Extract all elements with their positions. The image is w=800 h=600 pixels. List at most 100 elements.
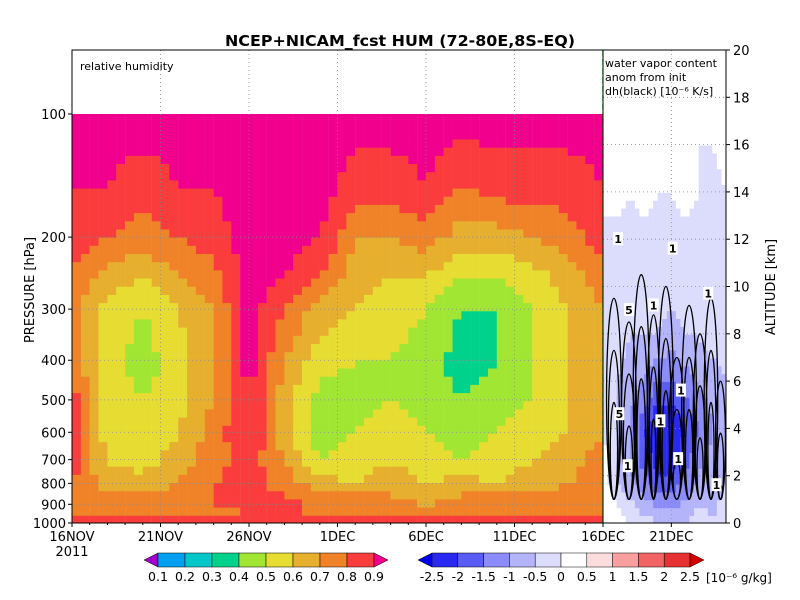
rh-cell: [426, 179, 436, 189]
wv-cell: [662, 89, 667, 99]
wv-cell: [657, 278, 663, 288]
wv-cell: [616, 349, 622, 359]
rh-cell: [89, 212, 99, 222]
rh-cell: [213, 269, 223, 279]
rh-cell: [532, 130, 542, 140]
wv-cell: [662, 160, 667, 170]
rh-cell: [72, 122, 82, 132]
rh-cell: [80, 293, 90, 304]
rh-cell: [558, 424, 568, 434]
wv-cell: [675, 436, 681, 446]
wv-cell: [680, 499, 686, 509]
rh-cell: [523, 285, 533, 295]
wv-cell: [707, 97, 713, 107]
rh-cell: [337, 220, 347, 230]
rh-cell: [151, 449, 161, 459]
rh-cell: [532, 482, 542, 492]
rh-cell: [257, 138, 267, 148]
wv-cell: [716, 459, 722, 469]
rh-cell: [576, 228, 586, 238]
wv-cell: [671, 302, 677, 312]
rh-cell: [426, 441, 436, 451]
wv-cell: [694, 97, 699, 107]
rh-cell: [346, 400, 356, 410]
wv-cell: [639, 73, 645, 83]
wv-cell: [698, 373, 704, 383]
dh-contours: [605, 274, 727, 501]
rh-cell: [89, 113, 99, 124]
wv-cell: [644, 412, 649, 422]
rh-cell: [275, 408, 285, 418]
rh-cell: [80, 383, 90, 394]
rh-cell: [116, 416, 126, 426]
rh-cell: [231, 122, 241, 132]
rh-cell: [443, 424, 453, 434]
rh-cell: [151, 351, 161, 361]
rh-cell: [470, 236, 480, 246]
rh-cell: [496, 465, 506, 475]
wv-cell: [698, 310, 704, 319]
wv-cell: [639, 223, 645, 233]
rh-cell: [355, 203, 365, 214]
wv-cell: [675, 302, 681, 312]
rh-cell: [514, 424, 524, 434]
rh-colorbar: 0.1 0.2 0.3 0.4 0.5 0.6 0.7 0.8 0.9: [143, 552, 389, 584]
rh-cell: [310, 375, 320, 385]
rh-cell: [302, 424, 312, 434]
rh-cell: [505, 195, 515, 205]
rh-cell: [514, 343, 524, 353]
wv-cell: [721, 89, 726, 99]
rh-cell: [169, 212, 179, 222]
rh-cell: [213, 375, 223, 385]
wv-cell: [603, 105, 608, 115]
rh-cell: [284, 359, 294, 369]
rh-cell: [89, 236, 99, 246]
rh-cell: [195, 498, 205, 508]
rh-cell: [532, 400, 542, 410]
rh-cell: [80, 195, 90, 205]
rh-cell: [142, 122, 152, 132]
wv-cell: [603, 483, 608, 493]
wv-cell: [644, 215, 649, 225]
rh-cell: [142, 253, 152, 263]
wv-cell: [671, 136, 677, 146]
wv-cell: [603, 144, 608, 154]
rh-cell: [187, 277, 197, 287]
rh-cell: [452, 506, 462, 516]
wv-cell: [603, 97, 608, 107]
rh-cell: [151, 375, 161, 385]
wv-cell: [648, 50, 654, 59]
rh-cell: [204, 261, 214, 271]
wv-cell: [721, 365, 726, 375]
wv-cell: [680, 294, 686, 304]
rh-cell: [187, 203, 197, 214]
rh-cell: [222, 212, 232, 222]
contour-label-box: [622, 459, 633, 473]
rh-cell: [505, 163, 515, 173]
wv-cell: [639, 207, 645, 217]
rh-cell: [249, 187, 259, 197]
rh-cell: [133, 122, 143, 132]
wv-cell: [639, 302, 645, 312]
rh-cell: [293, 392, 303, 402]
rh-cell: [133, 163, 143, 173]
rh-cell: [187, 293, 197, 304]
rh-cell: [213, 113, 223, 124]
rh-cell: [266, 408, 276, 418]
wv-cell: [639, 278, 645, 288]
rh-cell: [496, 343, 506, 353]
rh-cell: [505, 269, 515, 279]
rh-cell: [523, 130, 533, 140]
rh-cell: [390, 506, 400, 516]
rh-cell: [461, 490, 471, 500]
wv-cell: [671, 120, 677, 130]
rh-cell: [541, 187, 551, 197]
wv-cell: [625, 57, 631, 67]
rh-cell: [585, 343, 595, 353]
rh-cell: [98, 400, 108, 410]
wv-cell: [689, 120, 695, 130]
rh-cell: [417, 383, 427, 394]
rh-cell: [80, 146, 90, 156]
rh-cell: [434, 138, 444, 148]
rh-cell: [390, 130, 400, 140]
